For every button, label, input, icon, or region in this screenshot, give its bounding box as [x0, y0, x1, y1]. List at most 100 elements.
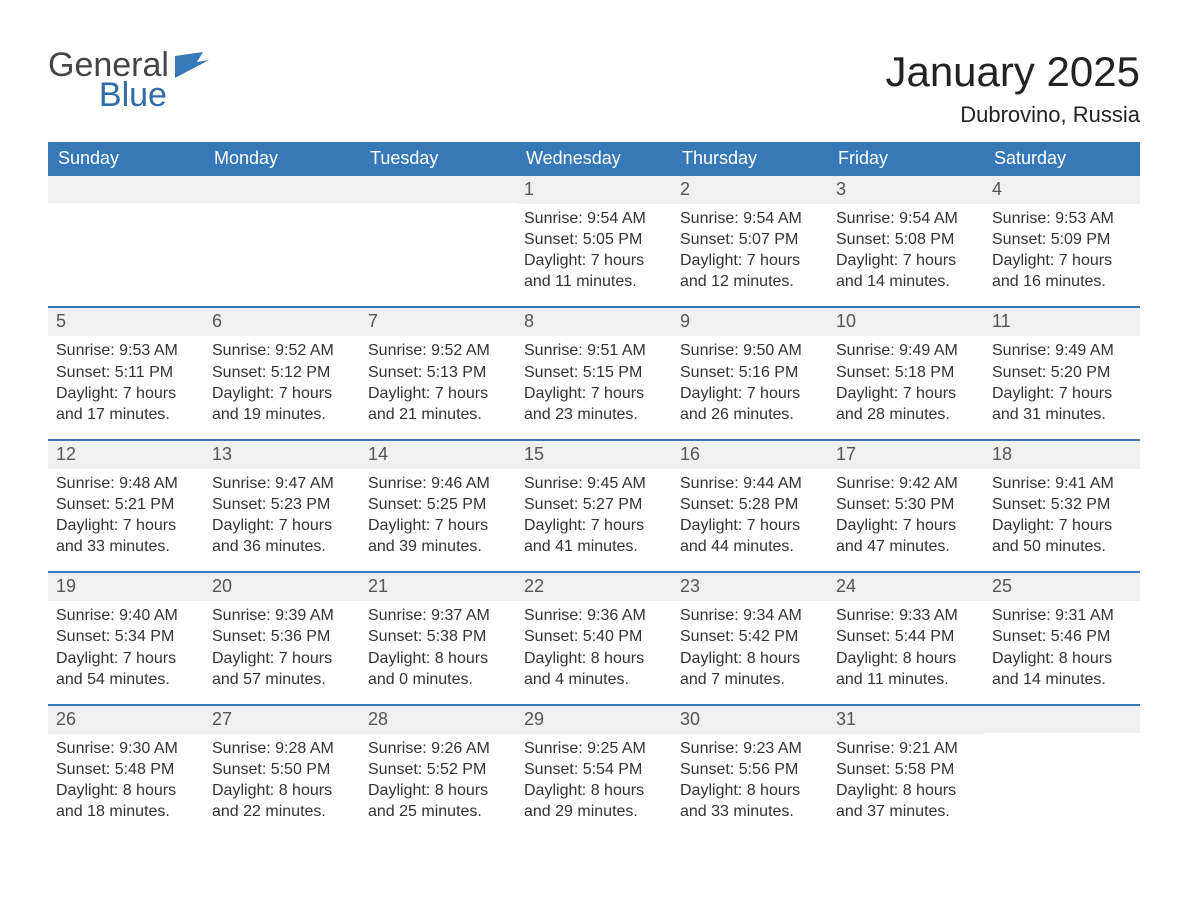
day-body: Sunrise: 9:34 AMSunset: 5:42 PMDaylight:…	[672, 601, 828, 689]
daylight-line2: and 57 minutes.	[212, 669, 352, 690]
daylight-line2: and 25 minutes.	[368, 801, 508, 822]
sunset-text: Sunset: 5:08 PM	[836, 229, 976, 250]
day-body: Sunrise: 9:36 AMSunset: 5:40 PMDaylight:…	[516, 601, 672, 689]
day-body: Sunrise: 9:46 AMSunset: 5:25 PMDaylight:…	[360, 469, 516, 557]
day-body: Sunrise: 9:28 AMSunset: 5:50 PMDaylight:…	[204, 734, 360, 822]
sunset-text: Sunset: 5:54 PM	[524, 759, 664, 780]
weekday-thursday: Thursday	[672, 142, 828, 176]
day-cell: 13Sunrise: 9:47 AMSunset: 5:23 PMDayligh…	[204, 441, 360, 571]
day-number: 14	[360, 441, 516, 469]
day-cell: 16Sunrise: 9:44 AMSunset: 5:28 PMDayligh…	[672, 441, 828, 571]
sunset-text: Sunset: 5:44 PM	[836, 626, 976, 647]
sunrise-text: Sunrise: 9:26 AM	[368, 738, 508, 759]
day-number: 23	[672, 573, 828, 601]
day-number	[204, 176, 360, 203]
day-body: Sunrise: 9:30 AMSunset: 5:48 PMDaylight:…	[48, 734, 204, 822]
sunset-text: Sunset: 5:09 PM	[992, 229, 1132, 250]
day-cell: 14Sunrise: 9:46 AMSunset: 5:25 PMDayligh…	[360, 441, 516, 571]
sunrise-text: Sunrise: 9:54 AM	[524, 208, 664, 229]
daylight-line1: Daylight: 7 hours	[992, 250, 1132, 271]
sunset-text: Sunset: 5:23 PM	[212, 494, 352, 515]
day-cell: 31Sunrise: 9:21 AMSunset: 5:58 PMDayligh…	[828, 706, 984, 836]
day-number: 15	[516, 441, 672, 469]
day-body: Sunrise: 9:26 AMSunset: 5:52 PMDaylight:…	[360, 734, 516, 822]
day-cell: 1Sunrise: 9:54 AMSunset: 5:05 PMDaylight…	[516, 176, 672, 306]
sunrise-text: Sunrise: 9:45 AM	[524, 473, 664, 494]
day-body: Sunrise: 9:42 AMSunset: 5:30 PMDaylight:…	[828, 469, 984, 557]
daylight-line2: and 4 minutes.	[524, 669, 664, 690]
sunset-text: Sunset: 5:12 PM	[212, 362, 352, 383]
day-cell: 22Sunrise: 9:36 AMSunset: 5:40 PMDayligh…	[516, 573, 672, 703]
sunset-text: Sunset: 5:18 PM	[836, 362, 976, 383]
day-body: Sunrise: 9:48 AMSunset: 5:21 PMDaylight:…	[48, 469, 204, 557]
sunset-text: Sunset: 5:38 PM	[368, 626, 508, 647]
day-body: Sunrise: 9:51 AMSunset: 5:15 PMDaylight:…	[516, 336, 672, 424]
day-number: 17	[828, 441, 984, 469]
sunset-text: Sunset: 5:07 PM	[680, 229, 820, 250]
sunrise-text: Sunrise: 9:42 AM	[836, 473, 976, 494]
daylight-line2: and 19 minutes.	[212, 404, 352, 425]
daylight-line2: and 33 minutes.	[680, 801, 820, 822]
sunset-text: Sunset: 5:50 PM	[212, 759, 352, 780]
day-body: Sunrise: 9:54 AMSunset: 5:07 PMDaylight:…	[672, 204, 828, 292]
daylight-line1: Daylight: 7 hours	[836, 383, 976, 404]
sunrise-text: Sunrise: 9:46 AM	[368, 473, 508, 494]
day-cell-blank	[360, 176, 516, 306]
day-body: Sunrise: 9:25 AMSunset: 5:54 PMDaylight:…	[516, 734, 672, 822]
day-number: 21	[360, 573, 516, 601]
sunset-text: Sunset: 5:13 PM	[368, 362, 508, 383]
daylight-line2: and 14 minutes.	[992, 669, 1132, 690]
sunset-text: Sunset: 5:25 PM	[368, 494, 508, 515]
sunrise-text: Sunrise: 9:40 AM	[56, 605, 196, 626]
day-number: 19	[48, 573, 204, 601]
sunrise-text: Sunrise: 9:30 AM	[56, 738, 196, 759]
sunrise-text: Sunrise: 9:31 AM	[992, 605, 1132, 626]
daylight-line1: Daylight: 8 hours	[212, 780, 352, 801]
day-number: 13	[204, 441, 360, 469]
daylight-line1: Daylight: 7 hours	[368, 515, 508, 536]
sunrise-text: Sunrise: 9:52 AM	[368, 340, 508, 361]
day-cell-blank	[48, 176, 204, 306]
sunrise-text: Sunrise: 9:49 AM	[836, 340, 976, 361]
sunrise-text: Sunrise: 9:48 AM	[56, 473, 196, 494]
daylight-line2: and 23 minutes.	[524, 404, 664, 425]
week-row: 5Sunrise: 9:53 AMSunset: 5:11 PMDaylight…	[48, 306, 1140, 438]
sunset-text: Sunset: 5:16 PM	[680, 362, 820, 383]
daylight-line1: Daylight: 8 hours	[368, 780, 508, 801]
daylight-line1: Daylight: 7 hours	[680, 383, 820, 404]
sunrise-text: Sunrise: 9:54 AM	[836, 208, 976, 229]
logo: General Blue	[48, 48, 209, 112]
sunrise-text: Sunrise: 9:37 AM	[368, 605, 508, 626]
sunset-text: Sunset: 5:27 PM	[524, 494, 664, 515]
sunrise-text: Sunrise: 9:25 AM	[524, 738, 664, 759]
day-number: 29	[516, 706, 672, 734]
sunrise-text: Sunrise: 9:34 AM	[680, 605, 820, 626]
day-body: Sunrise: 9:31 AMSunset: 5:46 PMDaylight:…	[984, 601, 1140, 689]
sunrise-text: Sunrise: 9:49 AM	[992, 340, 1132, 361]
day-number: 26	[48, 706, 204, 734]
sunset-text: Sunset: 5:52 PM	[368, 759, 508, 780]
day-number: 30	[672, 706, 828, 734]
sunset-text: Sunset: 5:11 PM	[56, 362, 196, 383]
day-number: 27	[204, 706, 360, 734]
daylight-line1: Daylight: 7 hours	[680, 250, 820, 271]
sunrise-text: Sunrise: 9:51 AM	[524, 340, 664, 361]
sunset-text: Sunset: 5:20 PM	[992, 362, 1132, 383]
weekday-tuesday: Tuesday	[360, 142, 516, 176]
day-cell: 29Sunrise: 9:25 AMSunset: 5:54 PMDayligh…	[516, 706, 672, 836]
daylight-line1: Daylight: 7 hours	[212, 648, 352, 669]
day-cell: 19Sunrise: 9:40 AMSunset: 5:34 PMDayligh…	[48, 573, 204, 703]
day-cell: 8Sunrise: 9:51 AMSunset: 5:15 PMDaylight…	[516, 308, 672, 438]
day-body: Sunrise: 9:45 AMSunset: 5:27 PMDaylight:…	[516, 469, 672, 557]
daylight-line2: and 21 minutes.	[368, 404, 508, 425]
location: Dubrovino, Russia	[885, 102, 1140, 128]
sunset-text: Sunset: 5:58 PM	[836, 759, 976, 780]
day-number: 18	[984, 441, 1140, 469]
daylight-line1: Daylight: 7 hours	[524, 250, 664, 271]
day-body: Sunrise: 9:49 AMSunset: 5:18 PMDaylight:…	[828, 336, 984, 424]
day-cell: 4Sunrise: 9:53 AMSunset: 5:09 PMDaylight…	[984, 176, 1140, 306]
daylight-line2: and 11 minutes.	[836, 669, 976, 690]
day-body: Sunrise: 9:33 AMSunset: 5:44 PMDaylight:…	[828, 601, 984, 689]
sunset-text: Sunset: 5:40 PM	[524, 626, 664, 647]
daylight-line1: Daylight: 8 hours	[368, 648, 508, 669]
